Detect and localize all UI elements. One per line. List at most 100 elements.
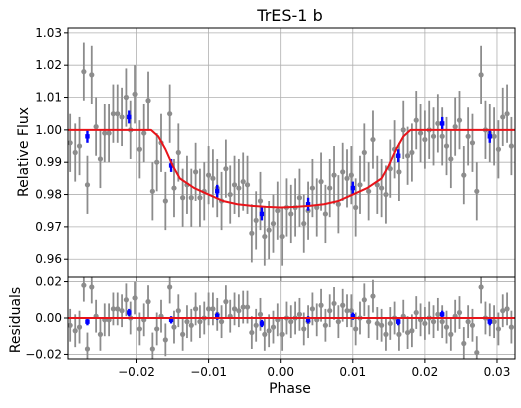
flux-raw-point-10 [110,111,117,117]
residuals-raw-point-74 [387,320,393,327]
flux-raw-point-23 [167,111,173,117]
residuals-raw-point-84 [430,319,437,325]
flux-raw-point-26 [180,195,186,201]
flux-raw-point-30 [197,195,203,201]
flux-ytick-label-6: 1.02 [35,58,62,72]
residuals-raw-point-25 [175,308,181,314]
residuals-raw-point-12 [119,308,125,314]
flux-raw-point-37 [227,191,233,198]
residuals-binned-point-0 [85,319,90,324]
flux-raw-point-86 [439,133,445,139]
residuals-raw-point-65 [348,308,354,314]
residuals-ytick-label-0: −0.02 [25,347,62,361]
flux-raw-point-88 [448,156,454,162]
residuals-raw-point-80 [413,309,419,316]
residuals-raw-point-40 [240,304,246,310]
residuals-raw-point-28 [188,322,194,328]
residuals-raw-point-36 [223,299,229,305]
residuals-raw-point-60 [327,308,333,314]
residuals-raw-point-45 [262,331,268,337]
residuals-raw-point-11 [115,306,121,312]
residuals-raw-point-2 [76,324,83,330]
residuals-raw-point-49 [279,331,285,337]
flux-raw-point-28 [188,195,194,201]
flux-raw-point-42 [249,230,255,236]
flux-raw-point-22 [162,198,168,204]
flux-raw-point-66 [353,204,359,211]
residuals-raw-point-42 [249,329,255,336]
residuals-raw-point-16 [136,326,142,332]
flux-raw-point-17 [141,130,147,136]
flux-raw-point-85 [435,120,441,126]
flux-ytick-label-3: 0.99 [35,155,62,169]
residuals-raw-point-0 [68,322,73,328]
flux-raw-point-61 [331,172,337,178]
residuals-raw-point-29 [193,306,199,312]
flux-raw-point-2 [76,143,83,149]
flux-raw-point-101 [504,111,510,117]
residuals-binned-point-7 [396,319,401,324]
residuals-xtick-label-5: 0.03 [484,365,511,379]
residuals-raw-point-101 [504,306,510,312]
flux-model-line [68,128,515,209]
residuals-raw-point-19 [149,346,155,352]
flux-raw-point-43 [253,217,259,224]
residuals-raw-point-79 [409,328,415,334]
residuals-raw-point-59 [322,322,328,328]
flux-raw-point-15 [132,91,138,97]
flux-raw-point-3 [81,69,87,75]
residuals-raw-point-7 [97,331,104,337]
residuals-binned-point-9 [487,319,492,324]
flux-raw-point-79 [409,149,415,156]
residuals-raw-point-46 [266,328,272,334]
flux-raw-point-46 [266,227,272,233]
flux-raw-point-74 [387,166,393,172]
flux-raw-point-45 [262,233,268,240]
residuals-raw-point-61 [331,300,337,307]
flux-raw-point-16 [136,146,142,152]
residuals-plot-area [68,277,515,359]
flux-raw-point-7 [97,156,104,162]
residuals-raw-point-53 [296,311,303,317]
residuals-raw-point-91 [461,340,467,347]
flux-binned-point-6 [350,185,355,191]
residuals-raw-point-35 [218,319,225,325]
residuals-raw-point-71 [374,320,380,327]
residuals-raw-point-73 [383,331,389,337]
flux-raw-point-32 [205,172,212,178]
flux-raw-point-51 [288,211,294,217]
residuals-binned-point-5 [305,317,311,323]
residuals-raw-point-63 [340,302,346,308]
flux-raw-point-33 [210,175,216,181]
residuals-xtick-label-0: −0.02 [118,365,155,379]
flux-raw-point-29 [193,169,199,175]
flux-raw-point-91 [461,172,467,178]
residuals-raw-point-78 [404,329,411,336]
residuals-raw-point-33 [210,306,216,312]
residuals-binned-point-3 [215,313,220,319]
flux-raw-point-92 [465,133,471,139]
residuals-binned-point-4 [259,321,265,326]
flux-raw-point-53 [296,195,303,201]
residuals-xtick-label-4: 0.02 [412,365,439,379]
flux-raw-point-36 [223,166,229,172]
residuals-raw-point-15 [132,295,138,301]
residuals-raw-point-26 [180,331,186,337]
residuals-binned-point-6 [350,313,355,319]
flux-raw-point-6 [93,124,99,130]
flux-raw-point-11 [115,111,121,117]
flux-raw-point-54 [301,221,307,227]
residuals-raw-point-68 [361,297,367,303]
flux-raw-point-73 [383,191,389,198]
residuals-raw-point-18 [145,299,151,305]
residuals-raw-point-47 [270,324,277,330]
residuals-raw-point-87 [443,324,450,330]
flux-raw-point-24 [171,185,177,191]
flux-raw-point-59 [322,211,328,217]
flux-ytick-label-0: 0.96 [35,252,62,266]
flux-raw-point-41 [244,182,251,188]
residuals-raw-point-64 [344,308,350,314]
residuals-raw-point-24 [171,324,177,330]
residuals-raw-point-54 [301,326,307,332]
